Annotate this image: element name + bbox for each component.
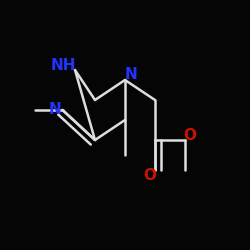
Text: O: O xyxy=(184,128,196,142)
Text: N: N xyxy=(125,68,138,82)
Text: O: O xyxy=(144,168,156,182)
Text: N: N xyxy=(48,102,62,118)
Text: NH: NH xyxy=(51,58,76,72)
